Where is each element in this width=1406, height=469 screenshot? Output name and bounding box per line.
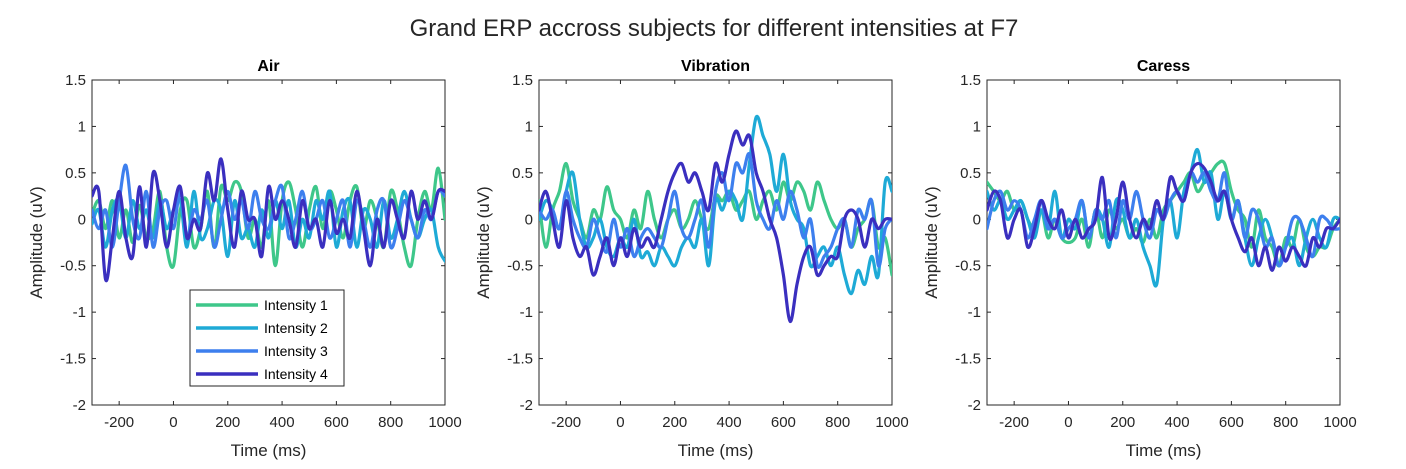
axes-box xyxy=(538,79,893,406)
legend-label: Intensity 1 xyxy=(264,297,328,313)
y-tick-label: -0.5 xyxy=(60,258,86,275)
y-axis-label: Amplitude (uV) xyxy=(474,186,493,298)
y-tick-label: -1.5 xyxy=(60,351,86,368)
y-tick-label: -0.5 xyxy=(507,258,533,275)
x-tick-label: 600 xyxy=(771,414,796,431)
x-tick-label: 0 xyxy=(1064,414,1072,431)
x-axis-label: Time (ms) xyxy=(231,441,307,460)
y-tick-label: -1 xyxy=(968,304,981,321)
x-tick-label: -200 xyxy=(551,414,581,431)
series-group xyxy=(987,147,1340,288)
legend: Intensity 1 Intensity 2 Intensity 3 Intensi… xyxy=(189,289,345,387)
figure-title: Grand ERP accross subjects for different… xyxy=(410,15,1019,42)
legend-label: Intensity 3 xyxy=(264,343,328,359)
y-axis-label: Amplitude (uV) xyxy=(27,186,46,298)
series-line-intensity-4 xyxy=(987,161,1340,272)
x-axis-label: Time (ms) xyxy=(678,441,754,460)
y-tick-label: 0 xyxy=(78,211,86,228)
legend-label: Intensity 4 xyxy=(264,366,328,382)
y-tick-label: -1 xyxy=(73,304,86,321)
y-tick-label: 1 xyxy=(973,118,981,135)
y-tick-label: 1.5 xyxy=(512,72,533,89)
x-tick-label: 200 xyxy=(215,414,240,431)
legend-label: Intensity 2 xyxy=(264,320,328,336)
panels: Air-2-1.5-1-0.500.511.5-200 0 200 400 600 800… xyxy=(27,58,1357,460)
y-tick-label: 1.5 xyxy=(960,72,981,89)
y-tick-label: 0.5 xyxy=(960,165,981,182)
panel-title: Caress xyxy=(1137,58,1190,75)
x-tick-label: 1000 xyxy=(1323,414,1356,431)
x-axis-label: Time (ms) xyxy=(1126,441,1202,460)
x-tick-label: 600 xyxy=(324,414,349,431)
y-tick-label: -2 xyxy=(520,397,533,414)
y-tick-label: -1 xyxy=(520,304,533,321)
series-line-intensity-3 xyxy=(92,163,445,250)
x-tick-label: -200 xyxy=(104,414,134,431)
x-tick-label: 0 xyxy=(616,414,624,431)
x-tick-label: 800 xyxy=(378,414,403,431)
y-tick-label: -2 xyxy=(73,397,86,414)
y-tick-label: -1.5 xyxy=(955,351,981,368)
series-group xyxy=(539,114,892,324)
x-tick-label: 1000 xyxy=(875,414,908,431)
y-tick-label: 1.5 xyxy=(65,72,86,89)
series-group xyxy=(92,157,445,283)
axes-box xyxy=(986,79,1341,406)
y-tick-label: 0.5 xyxy=(65,165,86,182)
x-tick-label: 400 xyxy=(1165,414,1190,431)
series-line-intensity-1 xyxy=(92,166,445,269)
panel-air: Air -2 -1.5 -1 -0.5 0 0.5 1 1.5 -200 0 200 400 600 800… xyxy=(27,58,462,460)
y-tick-label: -0.5 xyxy=(955,258,981,275)
y-tick-label: 0 xyxy=(973,211,981,228)
x-tick-label: 0 xyxy=(169,414,177,431)
series-line-intensity-4 xyxy=(539,129,892,324)
y-axis-label: Amplitude (uV) xyxy=(922,186,941,298)
panel-title: Air xyxy=(257,58,279,75)
series-line-intensity-4 xyxy=(92,157,445,283)
x-tick-label: 600 xyxy=(1219,414,1244,431)
y-tick-label: 1 xyxy=(525,118,533,135)
x-tick-label: 800 xyxy=(1273,414,1298,431)
x-tick-label: 400 xyxy=(717,414,742,431)
x-tick-label: 200 xyxy=(662,414,687,431)
y-tick-label: 0.5 xyxy=(512,165,533,182)
y-tick-label: -1.5 xyxy=(507,351,533,368)
panel-caress: Caress -2 -1.5 -1 -0.5 0 0.5 1 1.5 -200 0 200 400 600… xyxy=(922,58,1357,460)
x-tick-label: -200 xyxy=(999,414,1029,431)
axes-box xyxy=(91,79,446,406)
x-tick-label: 200 xyxy=(1110,414,1135,431)
y-tick-label: 0 xyxy=(525,211,533,228)
series-line-intensity-3 xyxy=(539,152,892,269)
x-tick-label: 1000 xyxy=(428,414,461,431)
panel-title: Vibration xyxy=(681,58,750,75)
y-tick-label: -2 xyxy=(968,397,981,414)
y-tick-label: 1 xyxy=(78,118,86,135)
x-tick-label: 800 xyxy=(825,414,850,431)
panel-vibration: Vibration -2 -1.5 -1 -0.5 0 0.5 1 1.5 -200 0 200 400… xyxy=(474,58,909,460)
x-tick-label: 400 xyxy=(270,414,295,431)
